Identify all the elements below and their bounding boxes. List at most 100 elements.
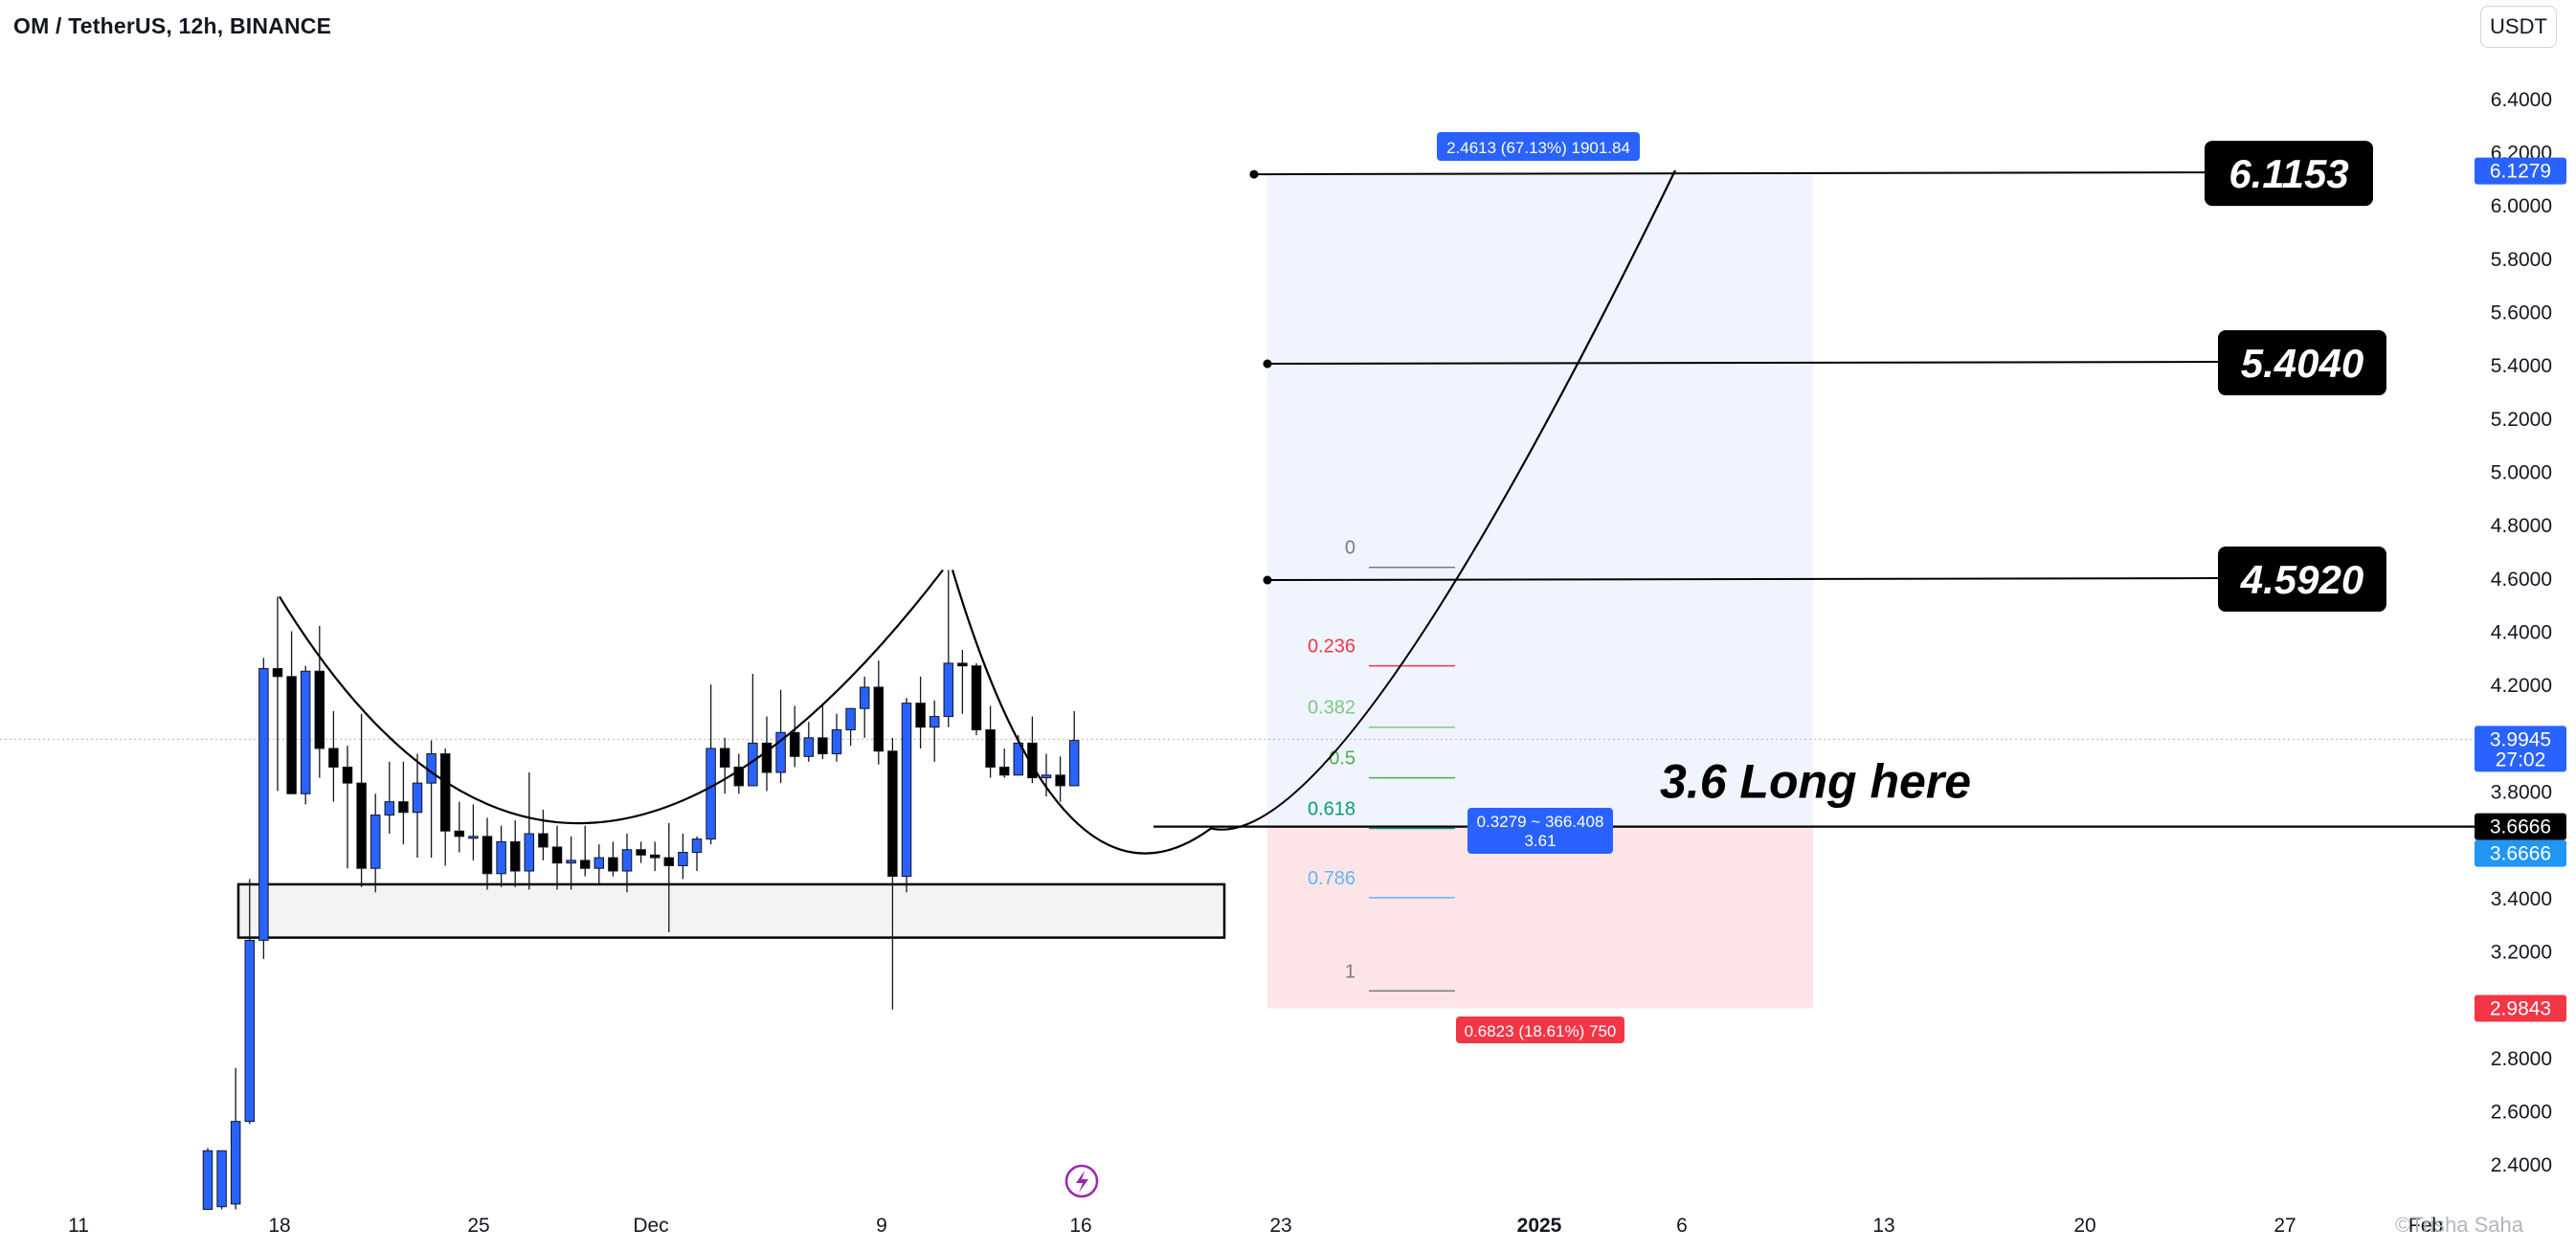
entry-note: 3.6 Long here [1660,755,1971,809]
candle [454,830,465,838]
candle [943,662,954,718]
candle [621,849,633,872]
stop-info-box [1456,1016,1624,1043]
candle [328,748,339,768]
price-tick-label: 4.4000 [2491,622,2552,644]
candle [818,737,828,755]
price-axis-label [2475,839,2566,867]
target-info-label: 2.4613 (67.13%) 1901.84 [1446,139,1630,157]
price-tick-label: 5.8000 [2491,249,2552,271]
target-line [1253,171,2206,176]
candle [496,840,506,875]
price-tick-label: 6.4000 [2491,89,2552,111]
candle [1055,774,1065,787]
candle [356,782,367,869]
candle [706,748,716,840]
price-axis-label-text: 3.9945 [2490,728,2551,750]
date-tick-label: 25 [467,1215,489,1237]
candle [1013,742,1024,776]
entry-info-label: 0.3279 ~ 366.408 [1477,813,1604,831]
price-tick-label: 4.8000 [2491,515,2552,537]
date-tick-label: 6 [1676,1215,1688,1237]
price-tick-label: 5.6000 [2491,302,2552,324]
candle [789,731,800,757]
candle [230,1121,241,1205]
price-axis-label-text: 3.6666 [2490,843,2551,865]
candle [300,670,311,794]
candle [831,728,842,755]
date-tick-label: 2025 [1517,1215,1562,1237]
lightning-icon [1064,1164,1099,1198]
symbol-title: OM / TetherUS, 12h, BINANCE [13,13,332,38]
candle [845,707,856,730]
candle [579,860,591,869]
target-label-box [2218,547,2386,613]
price-tick-label: 3.8000 [2491,782,2552,804]
candle [272,667,283,678]
target-dot [1249,169,1259,179]
price-tick-label: 2.8000 [2491,1048,2552,1070]
candle [258,667,269,941]
candle [202,1150,213,1210]
candle [412,782,423,814]
candle [678,852,688,866]
candle [998,766,1010,776]
fib-label: 0.236 [1308,637,1355,658]
target-line [1266,361,2219,366]
date-tick-label: 20 [2073,1215,2095,1237]
target-label: 6.1153 [2229,151,2348,196]
candle [468,836,479,839]
target-line [1266,577,2219,582]
fib-label: 0.5 [1329,748,1355,770]
price-tick-label: 5.0000 [2491,462,2552,484]
candle [985,728,996,768]
price-tick-label: 2.4000 [2491,1154,2552,1176]
price-tick-label: 6.0000 [2491,195,2552,217]
price-axis-label-text: 3.6666 [2490,816,2551,838]
candle [524,833,535,872]
date-tick-label: 27 [2274,1215,2296,1237]
candle [482,836,493,875]
candle [859,686,870,709]
candle [1041,774,1052,779]
candle [439,753,451,832]
candle [566,860,576,864]
price-axis-label-text: 6.1279 [2490,161,2551,183]
candle [663,857,675,866]
candle [426,753,437,784]
stop-zone [1267,826,1813,1009]
support-zone [236,882,1226,939]
date-tick-label: 13 [1872,1215,1894,1237]
candle [509,840,521,872]
price-tick-label: 4.6000 [2491,569,2552,591]
candle [915,703,926,728]
price-tick-label: 3.2000 [2491,942,2552,964]
candle [370,815,381,869]
candle [384,801,395,816]
date-tick-label: 16 [1069,1215,1091,1237]
candle [398,801,409,814]
candle [649,854,661,859]
candle [901,703,912,878]
date-tick-label: 9 [876,1215,887,1237]
cup-curve [279,569,944,825]
candle [608,857,618,872]
candle [719,748,730,768]
price-axis-label [2475,994,2566,1022]
currency-button[interactable]: USDT [2480,6,2557,48]
candle [342,766,353,784]
candle [1068,740,1080,787]
target-dot [1263,359,1272,369]
lightning-icon-glyph [1076,1171,1088,1193]
price-tick-label: 5.2000 [2491,409,2552,431]
candle [929,716,940,728]
price-axis-label [2475,726,2566,772]
target-dot [1263,575,1272,585]
date-tick-label: Dec [633,1215,668,1237]
candle [761,742,773,773]
candle [733,766,745,787]
price-tick-label: 3.4000 [2491,888,2552,910]
candle [551,846,563,864]
fib-label: 1 [1345,961,1355,982]
